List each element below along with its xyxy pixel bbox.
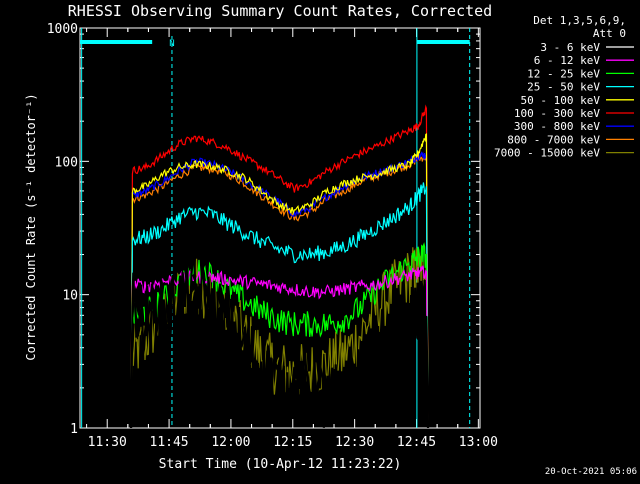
series-line	[130, 258, 430, 429]
legend-header-line-1: Det 1,3,5,6,9,	[533, 14, 626, 27]
series-line	[130, 265, 429, 429]
x-axis-label: Start Time (10-Apr-12 11:23:22)	[159, 457, 402, 472]
legend-entry-label: 12 - 25 keV	[527, 67, 600, 80]
plot-area: 1 10 100 1000 11:30 11:45 12:00 12:15 12:30 12:45…	[47, 22, 498, 450]
date-stamp: 20-Oct-2021 05:06	[545, 467, 637, 477]
x-tick-label: 12:45	[397, 435, 436, 450]
legend-entry-label: 3 - 6 keV	[540, 41, 600, 54]
legend-entry-label: 7000 - 15000 keV	[494, 147, 600, 160]
legend-entry-label: 6 - 12 keV	[534, 54, 601, 67]
series-line	[130, 104, 429, 429]
y-tick-label: 10	[62, 289, 78, 304]
series-line	[130, 154, 429, 429]
legend-entry-label: 100 - 300 keV	[514, 107, 600, 120]
night-bar-right	[416, 40, 470, 44]
series-line	[130, 182, 429, 429]
x-tick-label: 12:15	[273, 435, 312, 450]
night-marker-label: N	[169, 39, 174, 49]
y-axis-label: Corrected Count Rate (s⁻¹ detector⁻¹)	[24, 93, 38, 360]
legend-entry-label: 800 - 7000 keV	[507, 133, 600, 146]
legend-entry-label: 50 - 100 keV	[521, 94, 601, 107]
x-tick-label: 13:00	[459, 435, 498, 450]
x-tick-label: 12:00	[211, 435, 250, 450]
plot-frame	[79, 27, 481, 429]
x-tick-label: 11:30	[88, 435, 127, 450]
legend-entry-label: 300 - 800 keV	[514, 120, 600, 133]
x-tick-label: 11:45	[150, 435, 189, 450]
legend-header-line-2: Att 0	[593, 27, 626, 40]
night-bar-left	[80, 40, 153, 44]
series-line	[130, 133, 429, 429]
legend-entry-label: 25 - 50 keV	[527, 81, 600, 94]
x-tick-label: 12:30	[335, 435, 374, 450]
y-tick-label: 1	[70, 422, 78, 437]
y-tick-label: 100	[55, 155, 78, 170]
chart-title: RHESSI Observing Summary Count Rates, Co…	[68, 2, 492, 20]
y-tick-label: 1000	[47, 22, 78, 37]
